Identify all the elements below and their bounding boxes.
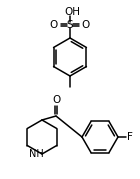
- Text: NH: NH: [29, 149, 43, 159]
- Text: OH: OH: [64, 7, 80, 17]
- Text: O: O: [82, 20, 90, 30]
- Text: F: F: [127, 132, 133, 142]
- Text: O: O: [53, 95, 61, 105]
- Text: S: S: [67, 20, 73, 30]
- Text: O: O: [50, 20, 58, 30]
